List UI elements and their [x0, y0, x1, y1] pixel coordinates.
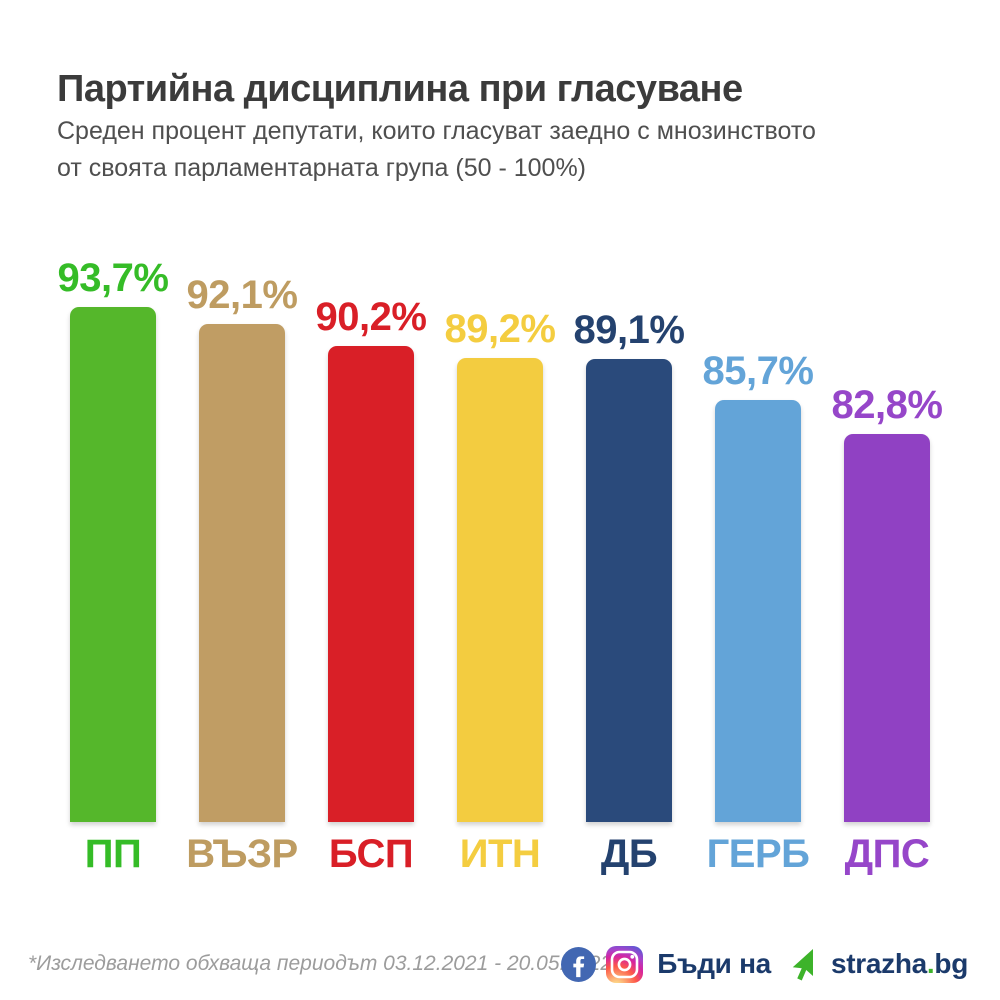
bar-column: 93,7% ПП	[58, 258, 169, 876]
bar-category-label: ГЕРБ	[706, 832, 810, 876]
bar-category-label: ДБ	[600, 832, 658, 876]
bar-chart: 93,7% ПП 92,1% ВЪЗР 90,2% БСП 89,2% ИТН …	[58, 258, 943, 876]
bar-category-label: ДПС	[844, 832, 930, 876]
cursor-arrow-icon	[792, 949, 813, 981]
bar-value-label: 92,1%	[186, 273, 298, 317]
bar-value-label: 90,2%	[315, 295, 427, 339]
footer-social-strip: Бъди на strazha.bg	[561, 943, 968, 985]
bar-column: 89,1% ДБ	[574, 258, 685, 876]
bar-value-label: 89,2%	[444, 307, 556, 351]
chart-subtitle-line2: от своята парламентарната група (50 - 10…	[57, 154, 586, 182]
bar	[586, 359, 672, 822]
bar	[457, 358, 543, 822]
chart-subtitle: Среден процент депутати, които гласуват …	[57, 113, 816, 187]
bar-value-label: 85,7%	[702, 349, 814, 393]
bar-category-label: ПП	[84, 832, 142, 876]
bar-column: 90,2% БСП	[316, 258, 427, 876]
instagram-icon[interactable]	[606, 945, 644, 983]
facebook-icon[interactable]	[561, 946, 597, 982]
bar	[70, 307, 156, 823]
page-title: Партийна дисциплина при гласуване	[57, 68, 743, 110]
bar-category-label: ИТН	[459, 832, 541, 876]
bar-value-label: 89,1%	[573, 308, 685, 352]
bar-column: 89,2% ИТН	[445, 258, 556, 876]
bar	[199, 324, 285, 822]
bar-column: 82,8% ДПС	[832, 258, 943, 876]
bar	[715, 400, 801, 822]
cta-text: Бъди на	[657, 948, 771, 979]
site-dot: .	[926, 948, 935, 979]
study-period-note: *Изследването обхваща периодът 03.12.202…	[28, 952, 613, 975]
bar-value-label: 82,8%	[831, 383, 943, 427]
bar-category-label: БСП	[328, 832, 414, 876]
bar-category-label: ВЪЗР	[186, 832, 298, 876]
bar-value-label: 93,7%	[57, 256, 169, 300]
bar	[844, 434, 930, 822]
site-wordmark[interactable]: strazha.bg	[830, 948, 968, 979]
bar-column: 85,7% ГЕРБ	[703, 258, 814, 874]
chart-subtitle-line1: Среден процент депутати, които гласуват …	[57, 117, 816, 145]
bar	[328, 346, 414, 822]
bar-column: 92,1% ВЪЗР	[186, 258, 298, 874]
